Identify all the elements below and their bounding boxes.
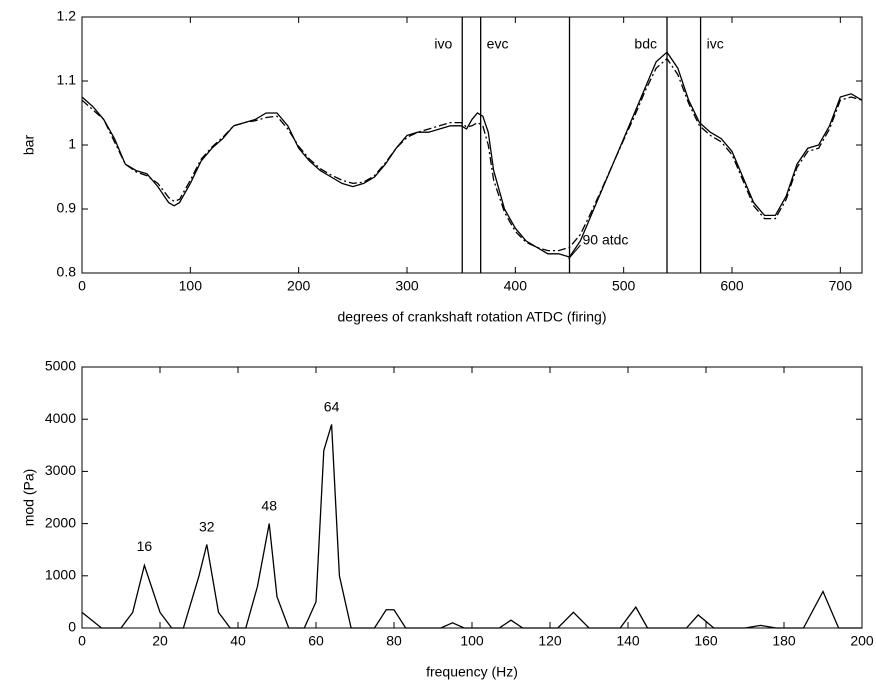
event-label: evc	[487, 36, 509, 52]
x-tick-label: 120	[538, 633, 562, 649]
line-series	[81, 57, 863, 252]
y-tick-label: 1.1	[57, 72, 77, 88]
y-axis-label: mod (Pa)	[21, 469, 37, 527]
x-tick-label: 20	[152, 633, 168, 649]
annotation-pointer	[568, 244, 581, 260]
x-tick-label: 80	[386, 633, 402, 649]
y-axis-label: bar	[21, 135, 37, 156]
plot-frame	[81, 366, 863, 629]
annotation: 32	[199, 519, 215, 535]
plot-frame	[81, 16, 863, 274]
x-tick-label: 180	[772, 633, 796, 649]
x-tick-label: 400	[504, 278, 528, 294]
annotation: 64	[324, 399, 340, 415]
x-tick-label: 60	[308, 633, 324, 649]
y-tick-label: 0.8	[57, 264, 77, 280]
x-tick-label: 0	[78, 633, 86, 649]
annotation: 48	[261, 498, 277, 514]
line-series	[81, 51, 863, 258]
annotation: 90 atdc	[583, 232, 629, 248]
x-tick-label: 200	[850, 633, 874, 649]
y-tick-label: 4000	[45, 410, 76, 426]
y-tick-label: 5000	[45, 358, 76, 374]
y-tick-label: 0.9	[57, 200, 77, 216]
event-label: bdc	[634, 36, 657, 52]
event-label: ivo	[434, 36, 452, 52]
x-axis-label: frequency (Hz)	[426, 664, 518, 680]
y-tick-label: 2000	[45, 514, 76, 530]
x-tick-label: 700	[829, 278, 853, 294]
x-tick-label: 200	[287, 278, 311, 294]
y-tick-label: 1.2	[57, 8, 77, 24]
x-tick-label: 160	[694, 633, 718, 649]
x-tick-label: 600	[720, 278, 744, 294]
line-series	[81, 424, 862, 629]
x-axis-label: degrees of crankshaft rotation ATDC (fir…	[338, 309, 607, 325]
event-label: ivc	[707, 36, 724, 52]
x-tick-label: 100	[179, 278, 203, 294]
y-tick-label: 1000	[45, 567, 76, 583]
y-tick-label: 0	[68, 619, 76, 635]
x-tick-label: 0	[78, 278, 86, 294]
x-tick-label: 300	[395, 278, 419, 294]
x-tick-label: 500	[612, 278, 636, 294]
annotation: 16	[137, 538, 153, 554]
x-tick-label: 100	[460, 633, 484, 649]
y-tick-label: 3000	[45, 462, 76, 478]
x-tick-label: 40	[230, 633, 246, 649]
x-tick-label: 140	[616, 633, 640, 649]
y-tick-label: 1	[68, 136, 76, 152]
